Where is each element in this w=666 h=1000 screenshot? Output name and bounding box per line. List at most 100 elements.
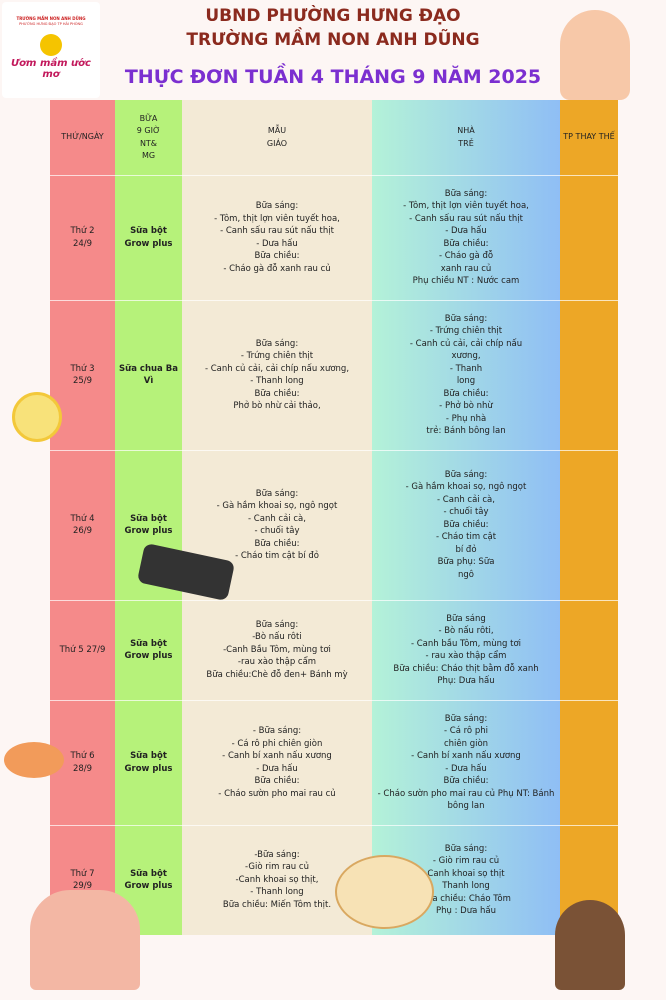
logo: TRƯỜNG MẦM NON ANH DŨNG PHƯỜNG HƯNG ĐẠO … bbox=[2, 2, 100, 98]
column-header: NHÀ TRẺ bbox=[372, 100, 560, 175]
cell-line: - Trứng chiên thịt bbox=[240, 351, 314, 361]
cell-line: long bbox=[456, 376, 476, 386]
cell-line: Grow plus bbox=[124, 526, 173, 536]
day-cell: Thứ 7 29/9 bbox=[50, 825, 115, 935]
cell-line: Bữa chiều: bbox=[443, 388, 489, 399]
cell-line: - Bò nấu rôti, bbox=[438, 626, 494, 636]
row-divider bbox=[50, 450, 618, 451]
cell-line: Sữa bột bbox=[130, 638, 167, 649]
lemon-illustration bbox=[12, 392, 62, 442]
cell-line: trẻ: Bánh bông lan bbox=[426, 426, 506, 436]
cell-line: Grow plus bbox=[124, 238, 173, 249]
cell-line: - Canh bầu Tôm, mùng tơi bbox=[410, 638, 522, 649]
cell-line: Bữa chiều: Cháo Tôm bbox=[421, 893, 511, 904]
cell-line: - Canh sấu rau sút nấu thịt bbox=[409, 213, 523, 224]
cell-line: - chuối tây bbox=[443, 507, 489, 518]
cell-line: Bữa sáng: bbox=[444, 843, 488, 854]
cell-line: Bữa sáng: bbox=[444, 713, 488, 724]
cell-line: 24/9 bbox=[72, 238, 93, 249]
column-bg bbox=[560, 100, 618, 935]
column-header: MẪU GIÁO bbox=[182, 100, 372, 175]
column-bg bbox=[115, 100, 182, 935]
logo-ward: PHƯỜNG HƯNG ĐẠO TP HẢI PHÒNG bbox=[19, 22, 83, 26]
cell-line: THỨ/NGÀY bbox=[61, 132, 104, 142]
cell-line: 29/9 bbox=[72, 881, 93, 891]
cell-line: MẪU bbox=[267, 126, 287, 135]
cell-line: Bữa sáng bbox=[446, 613, 486, 624]
cell-line: TRẺ bbox=[458, 138, 474, 148]
column-bg bbox=[50, 100, 115, 935]
menu-cell: Sữa bột Grow plus bbox=[115, 700, 182, 825]
cell-line: -Bữa sáng: bbox=[254, 849, 300, 860]
cell-line: xanh rau củ bbox=[440, 263, 492, 274]
column-bg bbox=[182, 100, 372, 935]
menu-cell: Sữa bột Grow plus bbox=[115, 600, 182, 700]
cell-line: Bữa chiều:Chè đỗ đen+ Bánh mỳ bbox=[206, 669, 348, 680]
food-plate-illustration bbox=[335, 855, 434, 929]
cell-line: - Giò rim rau củ bbox=[432, 856, 500, 866]
cell-line: - Canh cải cà, bbox=[248, 513, 306, 524]
menu-cell: Sữa bột Grow plus bbox=[115, 825, 182, 935]
cell-line: - Tôm, thịt lợn viên tuyết hoa, bbox=[403, 201, 529, 211]
header-line: UBND PHƯỜNG HƯNG ĐẠO bbox=[205, 6, 461, 26]
cell-line: - Dưa hấu bbox=[445, 763, 487, 774]
menu-cell: Bữa sáng: - Trứng chiên thịt - Canh củ cải… bbox=[182, 300, 372, 450]
cell-line: - Cháo tim cật bí đỏ bbox=[235, 551, 319, 561]
cell-line: 28/9 bbox=[72, 763, 93, 774]
cell-line: Sữa bột bbox=[130, 751, 167, 761]
cell-line: - Canh sấu rau sút nấu thịt bbox=[220, 226, 334, 236]
cell-line: Sữa bột bbox=[130, 226, 167, 236]
cell-line: Bữa chiều: bbox=[443, 238, 489, 249]
row-divider bbox=[50, 300, 618, 301]
cell-line: GIÁO bbox=[266, 138, 288, 148]
column-header: TP THAY THẾ bbox=[560, 100, 618, 175]
cell-line: - Canh củ cải, cải chíp nấu bbox=[409, 338, 523, 349]
cell-line: - Phở bò nhừ bbox=[439, 401, 493, 411]
cell-line: - Dưa hấu bbox=[256, 238, 298, 249]
cell-line: - Dưa hấu bbox=[256, 763, 298, 774]
cell-line: Grow plus bbox=[124, 881, 173, 891]
cell-line: Bữa sáng: bbox=[255, 619, 299, 630]
cell-line: Bữa sáng: bbox=[444, 469, 488, 480]
kids-illustration bbox=[30, 890, 140, 990]
menu-cell: Bữa sáng: - Trứng chiên thịt - Canh củ cải… bbox=[372, 300, 560, 450]
cell-line: Bữa sáng: bbox=[444, 313, 488, 324]
cell-line: - Cháo sườn pho mai rau củ Phụ NT: Bánh bbox=[377, 788, 555, 799]
column-bg bbox=[372, 100, 560, 935]
cell-line: - Canh cải cà, bbox=[437, 494, 495, 505]
column-header: BỮA 9 GIỜ NT& MG bbox=[115, 100, 182, 175]
cell-line: Sữa bột bbox=[130, 868, 167, 879]
cell-line: 25/9 bbox=[72, 376, 93, 386]
cell-line: Grow plus bbox=[124, 763, 173, 774]
cell-line: - Cá rô phi bbox=[444, 726, 488, 736]
cell-line: Bữa chiều: bbox=[254, 388, 300, 399]
menu-title: THỰC ĐƠN TUẦN 4 THÁNG 9 NĂM 2025 bbox=[124, 66, 542, 88]
cell-line: Phụ : Dưa hấu bbox=[436, 906, 496, 916]
cell-line: 26/9 bbox=[72, 526, 93, 536]
cell-line: Thứ 7 bbox=[70, 868, 95, 879]
day-cell: Thứ 4 26/9 bbox=[50, 450, 115, 600]
cell-line: - Thanh long bbox=[250, 887, 304, 898]
crab-illustration bbox=[4, 742, 64, 778]
cell-line: Bữa chiều: bbox=[254, 776, 300, 786]
cell-line: Canh khoai sọ thịt bbox=[427, 868, 505, 879]
menu-cell: Sữa bột Grow plus bbox=[115, 450, 182, 600]
cell-line: - Canh củ cải, cải chíp nấu xương, bbox=[204, 363, 350, 374]
cell-line: Bữa chiều: Cháo thịt bằm đỗ xanh bbox=[393, 663, 539, 674]
cell-line: Sữa bột bbox=[130, 513, 167, 524]
cell-line: MG bbox=[141, 151, 156, 160]
cell-line: - Cháo tim cật bbox=[435, 532, 497, 543]
cell-line: Bữa sáng: bbox=[255, 338, 299, 349]
cell-line: NHÀ bbox=[457, 126, 475, 135]
cell-line: - Canh bí xanh nấu xương bbox=[222, 751, 332, 761]
cell-line: Phở bò nhừ cải thảo, bbox=[233, 401, 321, 411]
cell-line: - rau xào thập cẩm bbox=[425, 651, 507, 661]
cell-line: - Cháo gà đỗ xanh rau củ bbox=[223, 263, 331, 274]
cell-line: Bữa sáng: bbox=[255, 201, 299, 211]
row-divider bbox=[50, 825, 618, 826]
cell-line: Thanh long bbox=[442, 881, 490, 891]
cell-line: Thứ 4 bbox=[70, 513, 95, 524]
day-cell: Thứ 3 25/9 bbox=[50, 300, 115, 450]
menu-cell: Bữa sáng: - Cá rô phi chiên giòn - Canh bí … bbox=[372, 700, 560, 825]
